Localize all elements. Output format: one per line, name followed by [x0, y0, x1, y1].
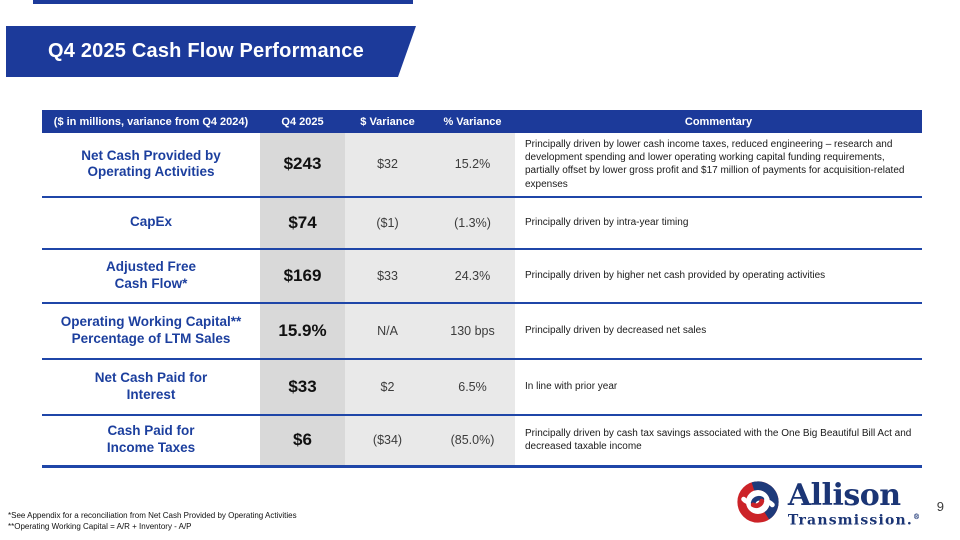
row-commentary: Principally driven by higher net cash pr…	[525, 270, 826, 282]
row-q4-value: $169	[260, 249, 345, 302]
table-row: Net Cash Provided by Operating Activitie…	[42, 133, 922, 198]
table-row: Operating Working Capital** Percentage o…	[42, 303, 922, 360]
row-commentary: Principally driven by intra-year timing	[525, 217, 689, 229]
header-pct-variance: % Variance	[443, 115, 502, 128]
row-pct-variance: 130 bps	[430, 303, 515, 358]
row-q4-value: 15.9%	[260, 303, 345, 358]
page-number: 9	[936, 499, 944, 514]
page-title: Q4 2025 Cash Flow Performance	[48, 40, 364, 62]
logo-subname: Transmission.®	[787, 512, 920, 529]
row-label: Net Cash Provided by Operating Activitie…	[81, 147, 221, 180]
row-pct-variance: 15.2%	[430, 133, 515, 196]
table-header-row: ($ in millions, variance from Q4 2024) Q…	[42, 110, 922, 133]
row-label: Adjusted Free Cash Flow*	[105, 258, 197, 291]
table-row: Net Cash Paid for Interest $33 $2 6.5% I…	[42, 359, 922, 416]
row-dollar-variance: $33	[345, 249, 430, 302]
allison-swirl-icon	[735, 479, 781, 530]
row-dollar-variance: ($1)	[345, 197, 430, 248]
header-dollar-variance: $ Variance	[360, 115, 415, 128]
registered-mark: ®	[913, 512, 920, 522]
row-commentary: In line with prior year	[525, 381, 618, 393]
header-label: ($ in millions, variance from Q4 2024)	[53, 115, 249, 128]
row-label: Cash Paid for Income Taxes	[106, 423, 196, 456]
row-pct-variance: 24.3%	[430, 249, 515, 302]
row-dollar-variance: $2	[345, 359, 430, 414]
footnotes: *See Appendix for a reconciliation from …	[8, 510, 297, 533]
row-commentary: Principally driven by cash tax savings a…	[525, 428, 912, 453]
footnote-appendix: *See Appendix for a reconciliation from …	[8, 510, 297, 520]
table-row: CapEx $74 ($1) (1.3%) Principally driven…	[42, 197, 922, 250]
row-dollar-variance: N/A	[345, 303, 430, 358]
row-q4-value: $33	[260, 359, 345, 414]
footnote-owc-definition: **Operating Working Capital = A/R + Inve…	[8, 522, 192, 532]
row-pct-variance: 6.5%	[430, 359, 515, 414]
row-pct-variance: (85.0%)	[430, 415, 515, 465]
row-q4-value: $243	[260, 133, 345, 196]
row-dollar-variance: ($34)	[345, 415, 430, 465]
cash-flow-table: ($ in millions, variance from Q4 2024) Q…	[42, 110, 922, 468]
header-commentary: Commentary	[684, 115, 753, 128]
row-commentary: Principally driven by lower cash income …	[525, 139, 905, 190]
row-label: CapEx	[129, 214, 173, 230]
row-label: Net Cash Paid for Interest	[94, 369, 208, 402]
table-row: Cash Paid for Income Taxes $6 ($34) (85.…	[42, 415, 922, 468]
row-pct-variance: (1.3%)	[430, 197, 515, 248]
logo-name: Allison	[787, 478, 901, 514]
row-q4-value: $6	[260, 415, 345, 465]
row-dollar-variance: $32	[345, 133, 430, 196]
row-q4-value: $74	[260, 197, 345, 248]
table-row: Adjusted Free Cash Flow* $169 $33 24.3% …	[42, 249, 922, 304]
row-commentary: Principally driven by decreased net sale…	[525, 325, 707, 337]
header-q4-2025: Q4 2025	[281, 115, 324, 128]
title-accent-strip	[33, 0, 413, 4]
logo-wordmark: Allison Transmission.®	[788, 481, 920, 528]
allison-transmission-logo: Allison Transmission.®	[735, 479, 920, 530]
row-label: Operating Working Capital** Percentage o…	[60, 313, 242, 346]
title-banner: Q4 2025 Cash Flow Performance	[6, 26, 416, 77]
